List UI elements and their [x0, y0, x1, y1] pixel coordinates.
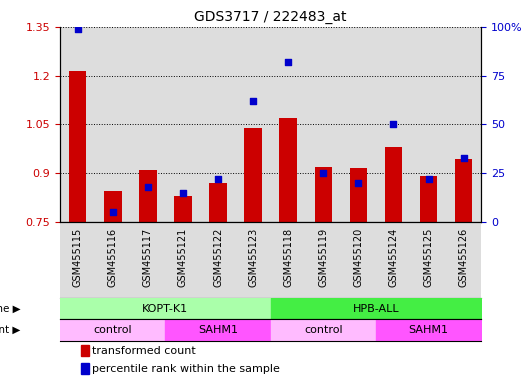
- Text: GSM455116: GSM455116: [108, 228, 118, 287]
- Text: GSM455120: GSM455120: [354, 228, 363, 287]
- Point: [214, 176, 222, 182]
- Point: [284, 59, 292, 65]
- Text: agent ▶: agent ▶: [0, 325, 20, 335]
- Bar: [174, 196, 192, 222]
- Text: GSM455115: GSM455115: [73, 228, 83, 287]
- Bar: [314, 167, 332, 222]
- Text: percentile rank within the sample: percentile rank within the sample: [92, 364, 280, 374]
- Text: HPB-ALL: HPB-ALL: [353, 304, 399, 314]
- Text: GSM455118: GSM455118: [283, 228, 293, 287]
- Text: control: control: [94, 325, 132, 335]
- Bar: [244, 127, 262, 222]
- Bar: [104, 191, 121, 222]
- Text: transformed count: transformed count: [92, 346, 196, 356]
- Text: control: control: [304, 325, 343, 335]
- Text: GSM455123: GSM455123: [248, 228, 258, 287]
- Point: [354, 180, 362, 186]
- Point: [74, 26, 82, 32]
- Text: GSM455119: GSM455119: [319, 228, 328, 287]
- Point: [424, 176, 433, 182]
- Point: [319, 170, 327, 176]
- Bar: [455, 159, 472, 222]
- Point: [109, 209, 117, 215]
- Text: GSM455124: GSM455124: [389, 228, 399, 287]
- Bar: [385, 147, 402, 222]
- Text: cell line ▶: cell line ▶: [0, 304, 20, 314]
- Point: [459, 154, 468, 161]
- Bar: [209, 183, 227, 222]
- Point: [144, 184, 152, 190]
- Bar: [139, 170, 156, 222]
- Bar: [279, 118, 297, 222]
- Bar: [69, 71, 86, 222]
- Text: GSM455121: GSM455121: [178, 228, 188, 287]
- Bar: [420, 176, 437, 222]
- Text: GSM455125: GSM455125: [424, 228, 434, 287]
- Point: [389, 121, 397, 127]
- Title: GDS3717 / 222483_at: GDS3717 / 222483_at: [195, 10, 347, 25]
- Text: SAHM1: SAHM1: [198, 325, 238, 335]
- Bar: [349, 168, 367, 222]
- Text: SAHM1: SAHM1: [408, 325, 449, 335]
- Text: KOPT-K1: KOPT-K1: [142, 304, 188, 314]
- Text: GSM455117: GSM455117: [143, 228, 153, 287]
- Point: [179, 190, 187, 196]
- Bar: [81, 363, 88, 374]
- Text: GSM455122: GSM455122: [213, 228, 223, 287]
- Bar: [81, 345, 88, 356]
- Point: [249, 98, 257, 104]
- Text: GSM455126: GSM455126: [459, 228, 469, 287]
